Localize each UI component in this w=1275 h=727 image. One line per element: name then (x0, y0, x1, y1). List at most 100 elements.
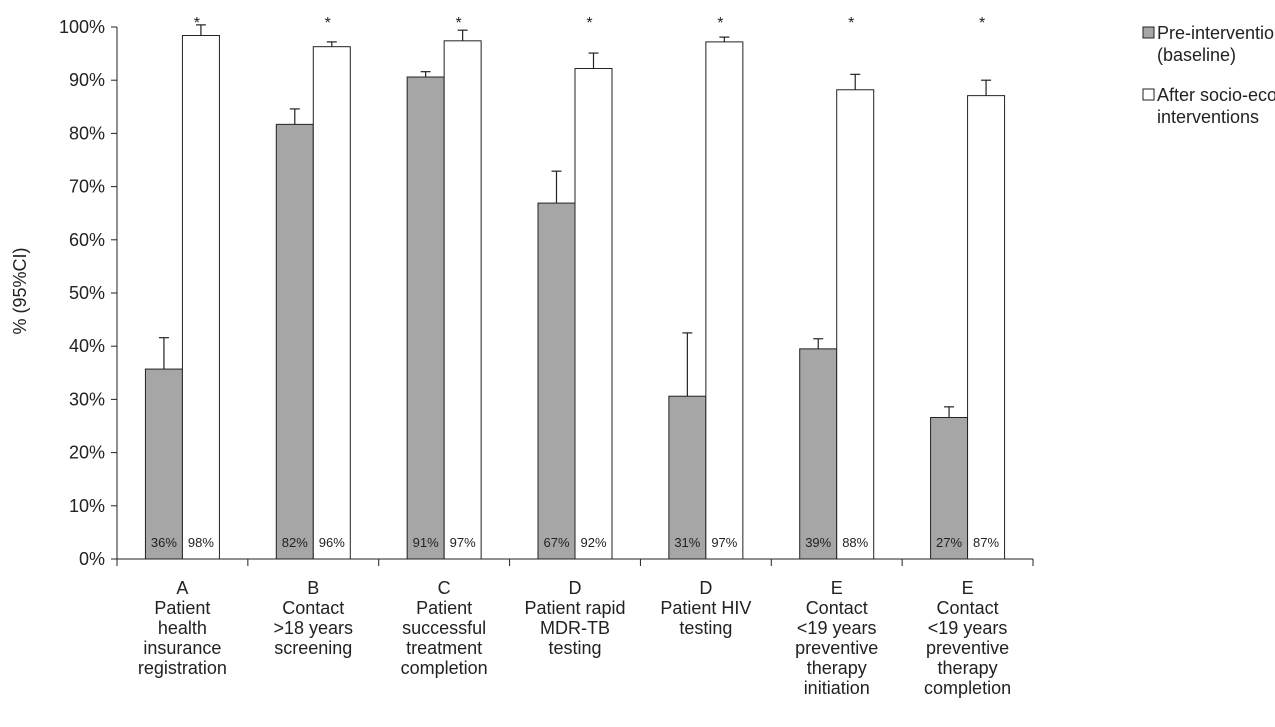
category-label-line: completion (401, 658, 488, 678)
y-tick-label: 60% (69, 230, 105, 250)
category-label-line: therapy (938, 658, 998, 678)
y-tick-label: 40% (69, 336, 105, 356)
category-label-line: D (699, 578, 712, 598)
bar-pre-interventions (799, 348, 838, 560)
bar-after-interventions (312, 46, 351, 560)
significance-star: * (586, 15, 592, 32)
data-label: 36% (151, 535, 177, 550)
significance-star: * (848, 15, 854, 32)
significance-star: * (325, 15, 331, 32)
bar-after-interventions (443, 40, 482, 560)
category-label-line: <19 years (928, 618, 1008, 638)
data-label: 87% (973, 535, 999, 550)
significance-star: * (717, 15, 723, 32)
category-label-line: completion (924, 678, 1011, 698)
bar-after-interventions (705, 41, 744, 560)
category-label-line: E (962, 578, 974, 598)
legend-swatch (1142, 26, 1155, 39)
data-label: 97% (711, 535, 737, 550)
data-label: 97% (450, 535, 476, 550)
category-label: A Patient health insurance registration (138, 578, 227, 678)
data-label: 92% (580, 535, 606, 550)
category-label-line: successful (402, 618, 486, 638)
data-label: 98% (188, 535, 214, 550)
y-tick-label: 100% (59, 17, 105, 37)
y-tick-label: 30% (69, 389, 105, 409)
category-label-line: therapy (807, 658, 867, 678)
data-label: 91% (413, 535, 439, 550)
y-axis: 0% 10% 20% 30% 40% 50% 60% 70% 80% 90% 100% (59, 17, 118, 569)
category-label-line: treatment (406, 638, 482, 658)
bar-after-interventions (181, 35, 220, 560)
data-label: 88% (842, 535, 868, 550)
category-label-line: C (438, 578, 451, 598)
y-tick-label: 90% (69, 70, 105, 90)
category-label-line: screening (274, 638, 352, 658)
bar-after-interventions (836, 89, 875, 560)
category-label: E Contact <19 years preventive therapy comple… (924, 578, 1011, 698)
bar-pre-interventions (537, 202, 576, 560)
category-label-line: registration (138, 658, 227, 678)
category-label-line: B (307, 578, 319, 598)
data-label: 27% (936, 535, 962, 550)
category-label-line: Contact (282, 598, 344, 618)
category-label-line: MDR-TB (540, 618, 610, 638)
y-tick-label: 50% (69, 283, 105, 303)
category-label-line: >18 years (274, 618, 354, 638)
data-label: 67% (543, 535, 569, 550)
bar-pre-interventions (930, 416, 969, 560)
significance-star: * (194, 15, 200, 32)
category-label-line: <19 years (797, 618, 877, 638)
legend-entry-line: After socio-economic (1157, 85, 1275, 105)
category-label-line: Patient HIV (660, 598, 751, 618)
category-label-line: insurance (143, 638, 221, 658)
data-label: 31% (674, 535, 700, 550)
category-label-line: initiation (804, 678, 870, 698)
legend-swatch (1142, 88, 1155, 101)
category-label-line: testing (548, 638, 601, 658)
significance-star: * (979, 15, 985, 32)
legend-entry-line: Pre-interventions (1157, 23, 1275, 43)
y-tick-label: 20% (69, 443, 105, 463)
category-label-line: Patient (154, 598, 210, 618)
category-label-line: preventive (795, 638, 878, 658)
bar-pre-interventions (406, 76, 445, 560)
legend-entry-line: (baseline) (1157, 45, 1236, 65)
category-label-line: A (176, 578, 188, 598)
category-label-line: E (831, 578, 843, 598)
category-label-line: D (569, 578, 582, 598)
y-axis-title: % (95%CI) (10, 247, 30, 334)
data-label: 82% (282, 535, 308, 550)
legend: Pre-interventions(baseline) After socio-e… (1142, 23, 1275, 127)
y-tick-label: 80% (69, 123, 105, 143)
category-label-line: health (158, 618, 207, 638)
category-label: D Patient HIV testing (660, 578, 751, 638)
category-label-line: preventive (926, 638, 1009, 658)
y-tick-label: 0% (79, 549, 105, 569)
category-label-line: Patient (416, 598, 472, 618)
bar-pre-interventions (144, 368, 183, 560)
bar-after-interventions (574, 67, 613, 560)
legend-entry-line: interventions (1157, 107, 1259, 127)
category-label: E Contact <19 years preventive therapy initia… (795, 578, 878, 698)
significance-star: * (456, 15, 462, 32)
bars: 36% 98% * 82% 96% * 91% 97% * 67% 92% * 31% 97% * 39% 88… (144, 15, 1006, 560)
category-label: D Patient rapid MDR-TB testing (524, 578, 625, 658)
data-label: 39% (805, 535, 831, 550)
y-tick-label: 10% (69, 496, 105, 516)
bar-pre-interventions (275, 123, 314, 560)
bar-after-interventions (967, 95, 1006, 560)
category-label-line: testing (679, 618, 732, 638)
category-label: B Contact >18 years screening (274, 578, 354, 658)
bar-pre-interventions (668, 395, 707, 560)
category-label-line: Contact (806, 598, 868, 618)
y-tick-label: 70% (69, 177, 105, 197)
data-label: 96% (319, 535, 345, 550)
legend-entry: After socio-economicinterventions (1157, 85, 1275, 127)
category-label-line: Contact (937, 598, 999, 618)
category-label: C Patient successful treatment completion (401, 578, 488, 678)
legend-entry: Pre-interventions(baseline) (1157, 23, 1275, 65)
category-label-line: Patient rapid (524, 598, 625, 618)
